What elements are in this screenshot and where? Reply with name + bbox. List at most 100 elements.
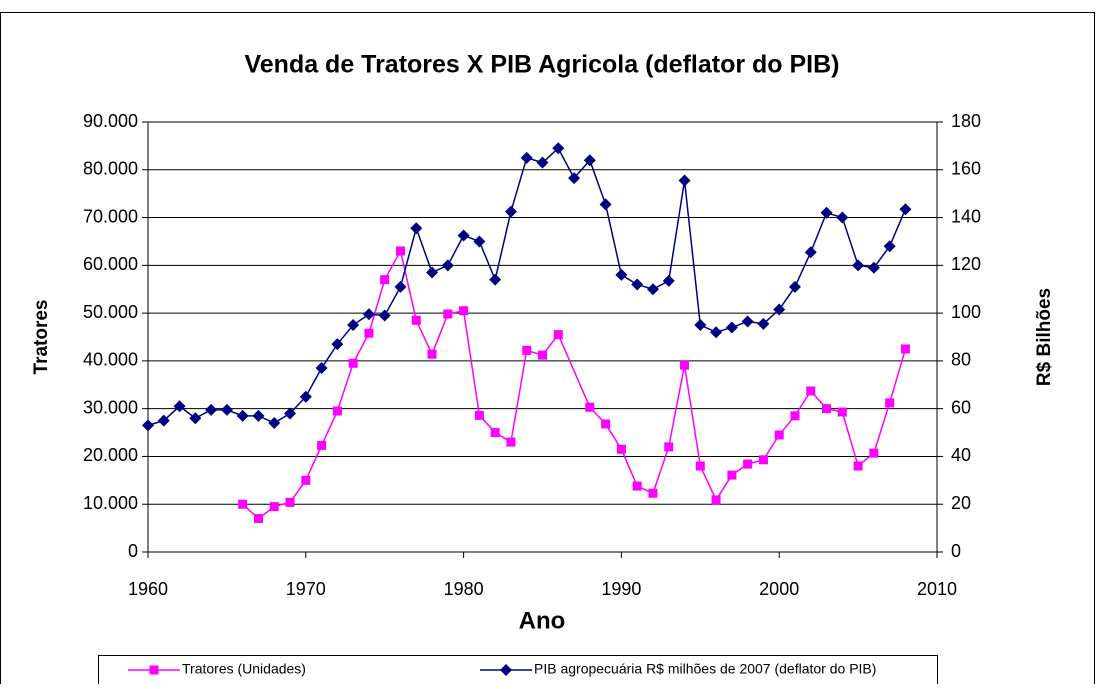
marker — [601, 419, 611, 429]
marker — [410, 222, 423, 235]
y-tick-label: 90.000 — [83, 111, 138, 131]
marker — [364, 328, 374, 338]
marker — [741, 315, 754, 328]
y-tick-label: 80.000 — [83, 159, 138, 179]
marker — [522, 345, 532, 355]
marker — [836, 211, 849, 224]
marker — [285, 497, 295, 507]
marker — [473, 235, 486, 248]
marker — [773, 303, 786, 316]
marker — [489, 273, 502, 286]
legend-label: Tratores (Unidades) — [182, 661, 306, 677]
marker — [315, 362, 328, 375]
marker — [616, 444, 626, 454]
marker — [520, 151, 533, 164]
marker — [331, 338, 344, 351]
marker — [678, 174, 691, 187]
marker — [648, 488, 658, 498]
marker — [790, 411, 800, 421]
marker — [804, 246, 817, 259]
marker — [599, 198, 612, 211]
plot-border — [147, 121, 938, 553]
marker — [646, 283, 659, 296]
chart-title: Venda de Tratores X PIB Agricola (deflat… — [244, 51, 839, 79]
y2-tick-label: 160 — [951, 159, 981, 179]
marker — [553, 330, 563, 340]
marker — [820, 206, 833, 219]
x-tick-label: 2010 — [917, 579, 957, 599]
marker — [788, 280, 801, 293]
marker — [758, 455, 768, 465]
marker — [269, 502, 279, 512]
marker — [411, 315, 421, 325]
marker — [317, 440, 327, 450]
marker — [680, 360, 690, 370]
marker — [883, 240, 896, 253]
marker — [837, 407, 847, 417]
marker — [173, 400, 186, 413]
marker — [268, 417, 281, 429]
marker — [332, 406, 342, 416]
marker — [694, 319, 707, 332]
marker — [822, 404, 832, 414]
marker — [459, 306, 469, 316]
marker — [301, 475, 311, 485]
marker — [504, 205, 517, 218]
marker — [585, 402, 595, 412]
marker — [853, 461, 863, 471]
y-tick-label: 0 — [128, 541, 138, 561]
y2-tick-label: 80 — [951, 350, 971, 370]
marker — [427, 349, 437, 359]
marker — [711, 495, 721, 505]
y-tick-label: 40.000 — [83, 350, 138, 370]
marker — [441, 259, 454, 272]
marker — [142, 419, 154, 432]
marker — [536, 156, 549, 169]
marker — [867, 261, 880, 274]
marker — [443, 309, 453, 319]
marker — [220, 403, 233, 416]
marker — [900, 344, 910, 354]
marker — [632, 481, 642, 491]
marker — [362, 308, 375, 321]
marker — [885, 398, 895, 408]
marker — [631, 278, 644, 291]
marker — [394, 280, 407, 293]
marker — [157, 414, 170, 427]
marker — [378, 309, 391, 322]
x-tick-label: 1990 — [601, 579, 641, 599]
marker — [774, 430, 784, 440]
marker — [615, 268, 628, 281]
y-tick-label: 20.000 — [83, 445, 138, 465]
y2-tick-label: 60 — [951, 397, 971, 417]
marker — [299, 390, 312, 403]
y2-tick-label: 40 — [951, 445, 971, 465]
y-tick-label: 70.000 — [83, 206, 138, 226]
y2-tick-label: 20 — [951, 493, 971, 513]
marker — [189, 412, 202, 425]
marker — [347, 319, 360, 332]
marker — [500, 664, 512, 676]
marker — [149, 665, 159, 675]
marker — [348, 358, 358, 368]
x-tick-label: 1960 — [128, 579, 168, 599]
y2-tick-label: 0 — [951, 541, 961, 561]
marker — [253, 514, 263, 524]
marker — [395, 246, 405, 256]
x-axis-title: Ano — [519, 607, 566, 634]
marker — [743, 459, 753, 469]
marker — [236, 409, 249, 422]
y2-tick-label: 100 — [951, 302, 981, 322]
x-tick-label: 1970 — [286, 579, 326, 599]
marker — [284, 407, 297, 420]
y-axis-title: Tratores — [31, 300, 52, 375]
y2-tick-label: 120 — [951, 254, 981, 274]
marker — [426, 266, 439, 279]
marker — [899, 203, 912, 216]
chart-frame — [0, 12, 1095, 689]
marker — [552, 142, 565, 155]
marker — [583, 154, 596, 167]
y2-tick-label: 140 — [951, 206, 981, 226]
